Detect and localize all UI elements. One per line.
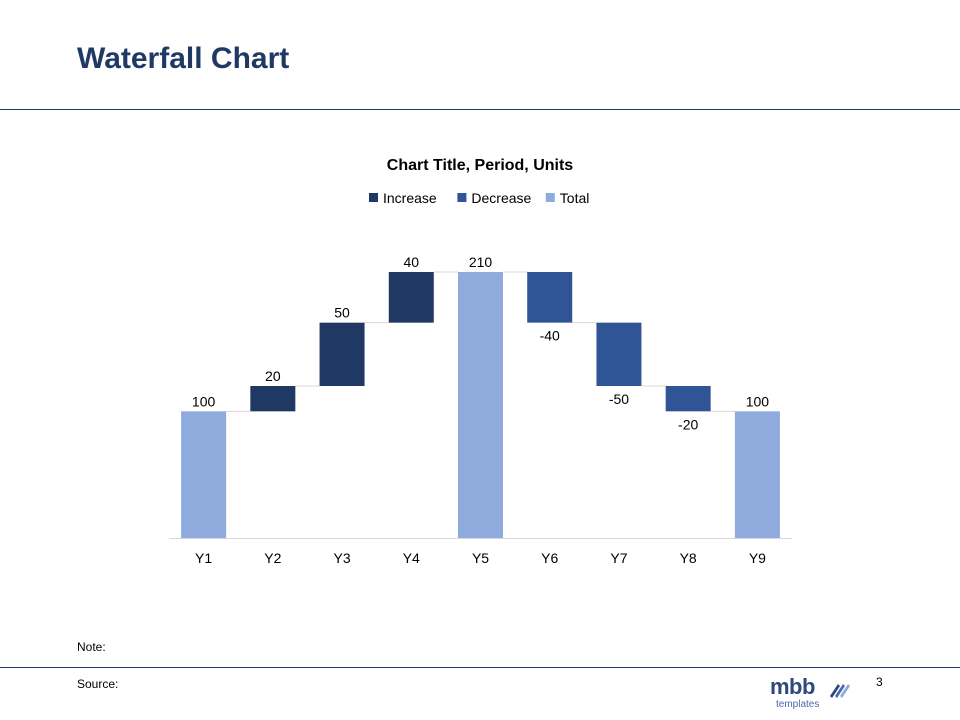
tick-label-y5: Y5	[472, 550, 489, 566]
footer-divider	[0, 667, 960, 668]
bar-y2	[250, 386, 296, 412]
data-label-y8: -20	[678, 416, 698, 432]
note-label: Note:	[77, 640, 106, 654]
legend-label-decrease: Decrease	[471, 190, 531, 206]
legend-swatch-decrease	[457, 193, 467, 202]
legend-label-increase: Increase	[383, 190, 437, 206]
waterfall-chart: Chart Title, Period, Units Increase Decre…	[169, 157, 792, 566]
bar-y8	[665, 386, 711, 412]
tick-label-y8: Y8	[680, 550, 697, 566]
chart-title: Chart Title, Period, Units	[387, 157, 574, 174]
data-labels: 100 20 50 40 210 -40 -50 -20 100	[192, 254, 769, 432]
data-label-y2: 20	[265, 368, 281, 384]
chart-legend: Increase Decrease Total	[369, 190, 589, 206]
mbb-logo: mbb templates	[770, 672, 860, 716]
tick-label-y2: Y2	[264, 550, 281, 566]
data-label-y5: 210	[469, 254, 493, 270]
tick-label-y4: Y4	[403, 550, 420, 566]
data-label-y9: 100	[746, 393, 770, 409]
bar-y3	[319, 322, 365, 386]
book-icon	[830, 684, 850, 698]
legend-swatch-total	[545, 193, 555, 202]
tick-label-y6: Y6	[541, 550, 558, 566]
data-label-y4: 40	[403, 254, 419, 270]
data-label-y6: -40	[540, 328, 560, 344]
data-label-y1: 100	[192, 393, 216, 409]
bar-y4	[388, 272, 434, 323]
source-label: Source:	[77, 677, 119, 691]
tick-label-y7: Y7	[610, 550, 627, 566]
bar-y7	[596, 322, 642, 386]
bars	[181, 272, 780, 538]
bar-y9	[734, 411, 780, 538]
slide-title: Waterfall Chart	[77, 42, 290, 75]
bar-y1	[181, 411, 227, 538]
legend-label-total: Total	[560, 190, 590, 206]
connector-lines	[226, 271, 735, 412]
legend-swatch-increase	[369, 193, 378, 202]
bar-y5	[458, 272, 503, 538]
tick-label-y1: Y1	[195, 550, 212, 566]
data-label-y3: 50	[334, 305, 350, 321]
tick-label-y9: Y9	[749, 550, 766, 566]
logo-subtext: templates	[776, 699, 820, 710]
title-divider	[0, 109, 960, 110]
data-label-y7: -50	[609, 391, 629, 407]
logo-wordmark: mbb	[770, 674, 815, 699]
page-number: 3	[876, 675, 883, 689]
bar-y6	[527, 272, 573, 323]
x-axis-ticks: Y1 Y2 Y3 Y4 Y5 Y6 Y7 Y8 Y9	[195, 550, 766, 566]
tick-label-y3: Y3	[333, 550, 350, 566]
